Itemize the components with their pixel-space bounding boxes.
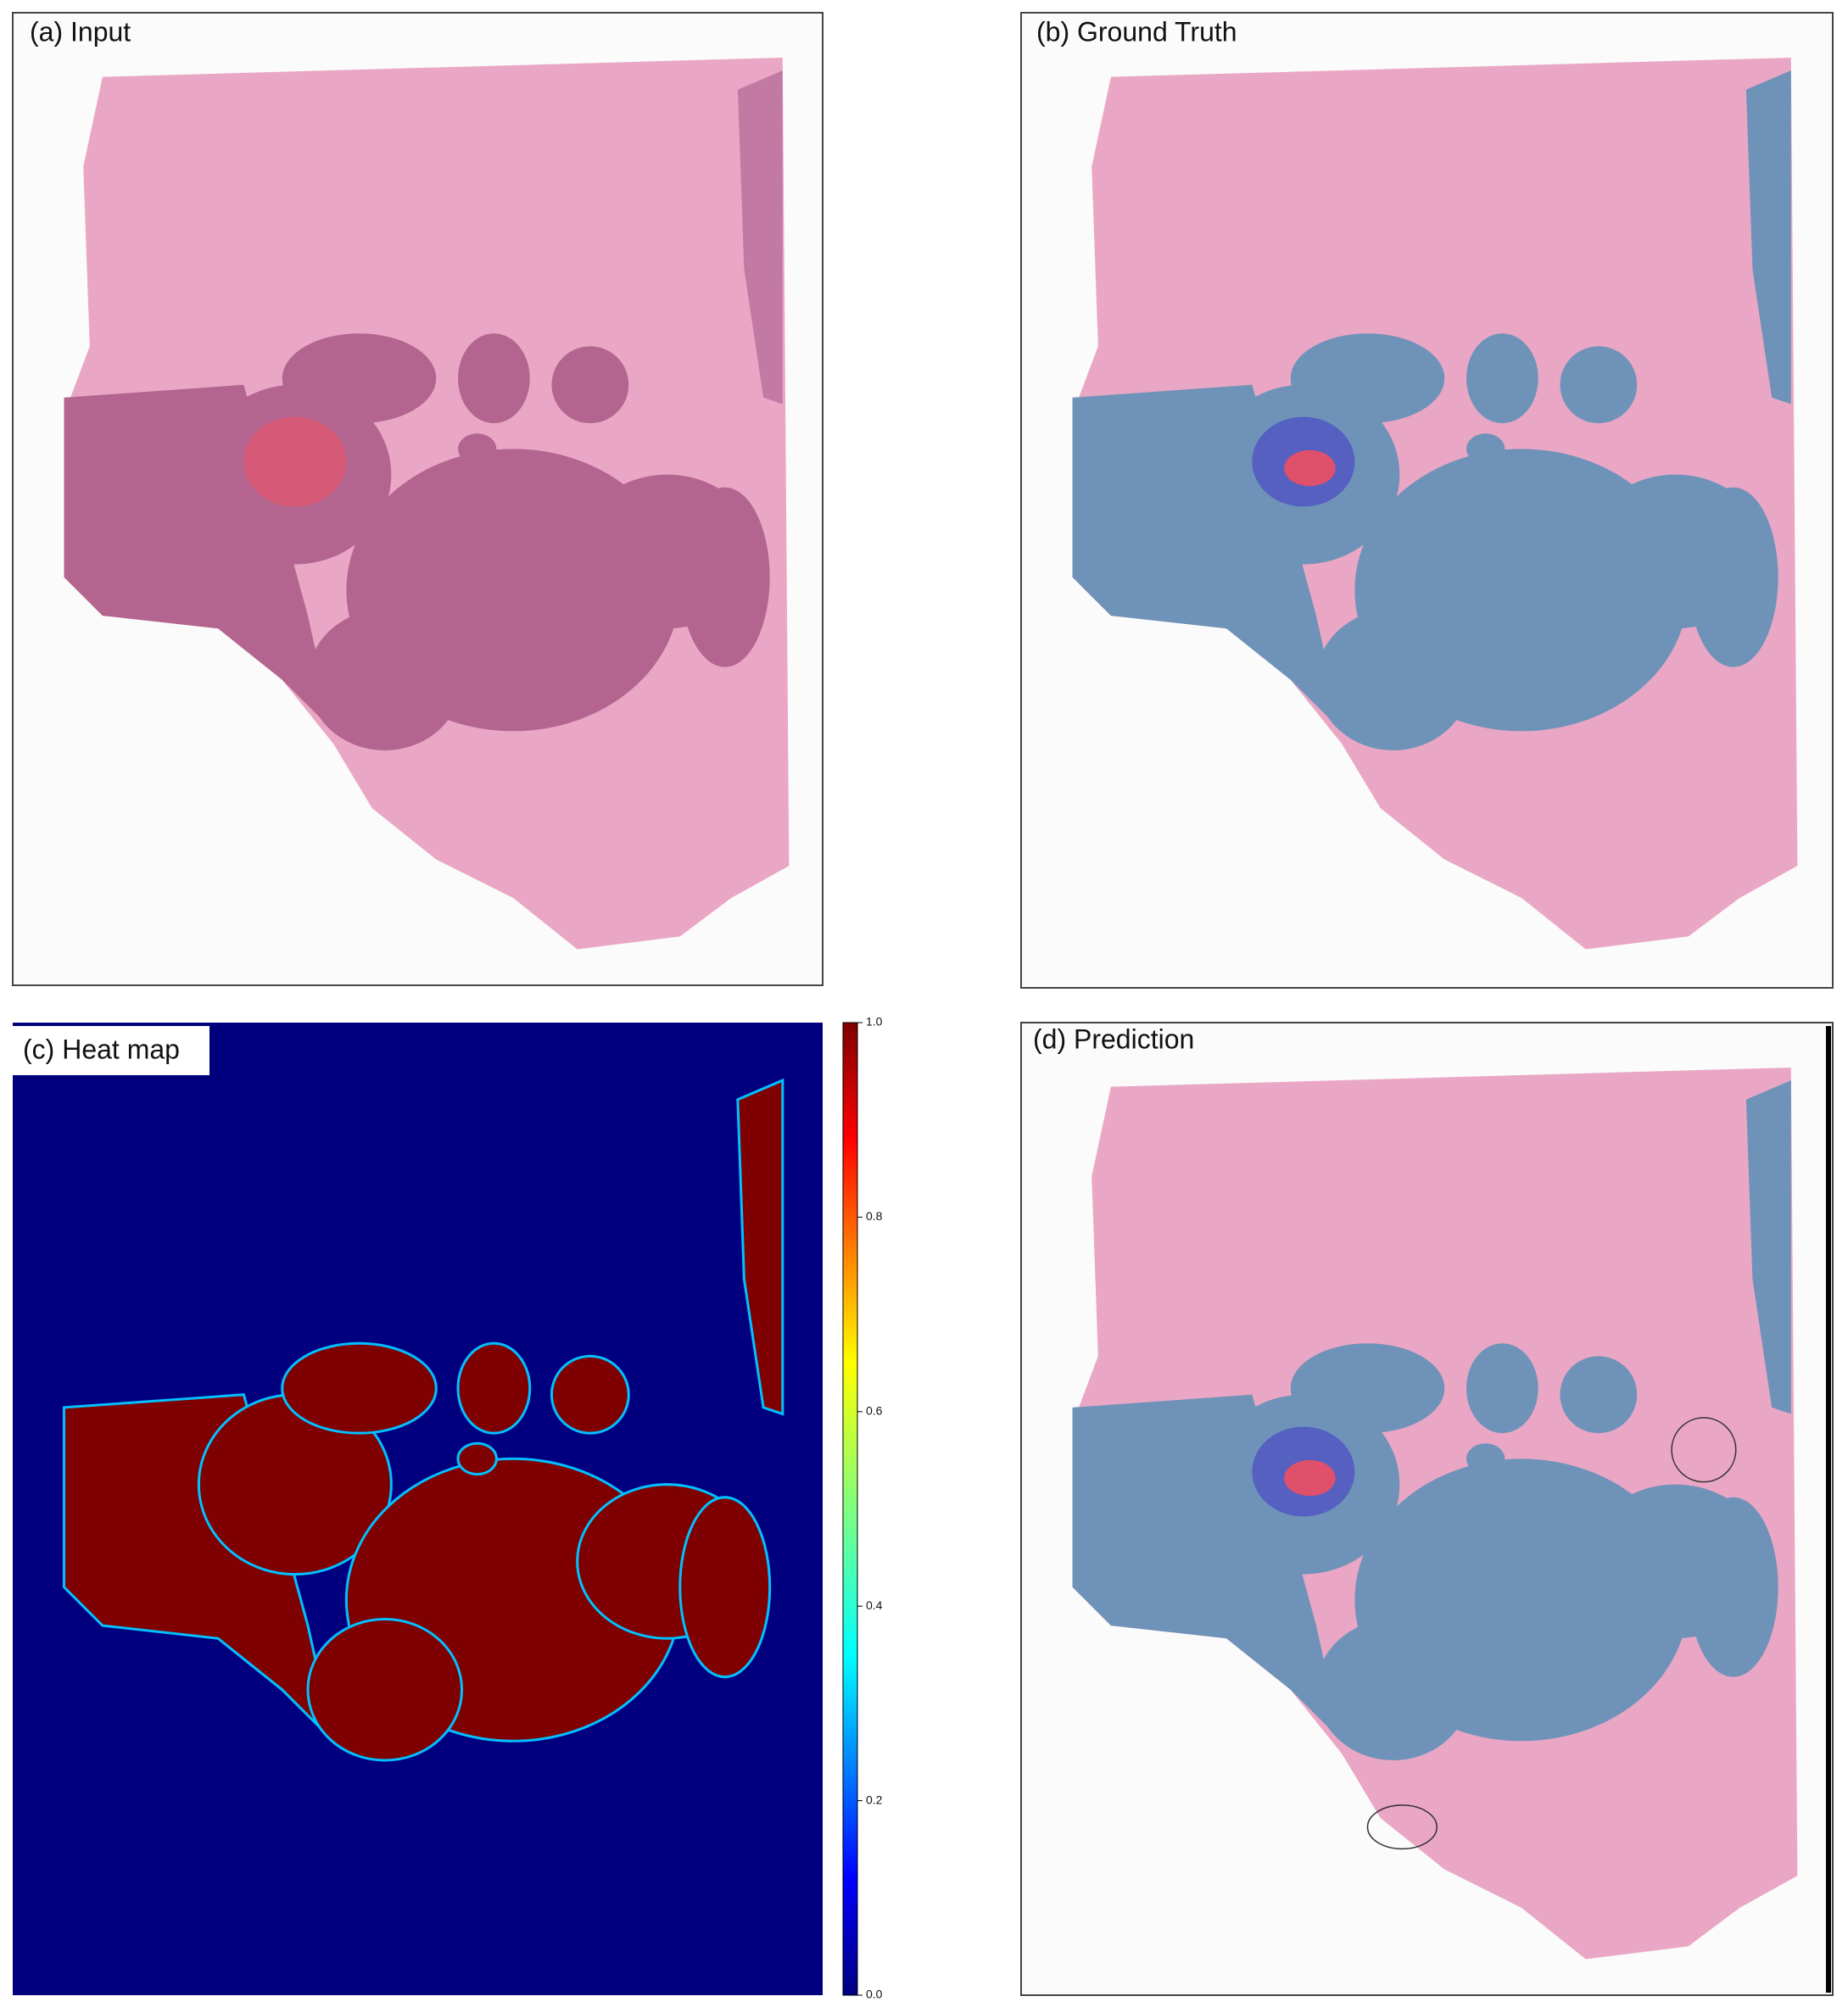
tick-label: 1.0: [866, 1015, 883, 1029]
tick-label: 0.8: [866, 1209, 883, 1223]
panel-label: (c) Heat map: [23, 1034, 180, 1064]
tick-label: 0.6: [866, 1404, 883, 1418]
tick-label: 0.4: [866, 1598, 883, 1612]
colorbar: [842, 1022, 858, 1996]
panel-c: (c) Heat map: [13, 1022, 858, 1996]
panel-label: (b) Ground Truth: [1036, 16, 1237, 47]
panel-d: (d) Prediction: [1020, 1022, 1834, 1996]
panel-label: (a) Input: [30, 16, 131, 47]
panel-a: (a) Input: [12, 12, 824, 986]
tick-label: 0.2: [866, 1793, 883, 1806]
panel-b: (b) Ground Truth: [1020, 12, 1834, 989]
panel-label: (d) Prediction: [1033, 1023, 1194, 1054]
tick-label: 0.0: [866, 1988, 883, 2001]
